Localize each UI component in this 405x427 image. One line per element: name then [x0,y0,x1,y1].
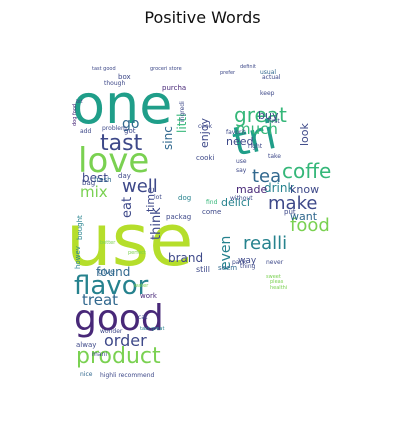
cloud-word-tast-great: tast great [140,326,164,332]
plot-title: Positive Words [144,8,261,27]
cloud-word-tast: tast [100,131,143,156]
cloud-word-dog-food: dog food [72,104,78,126]
cloud-word-realli: realli [243,233,287,254]
cloud-word-think: think [149,207,164,240]
cloud-word-definit: definit [240,64,256,70]
cloud-word-though: though [104,80,125,87]
cloud-word-thing: thing [240,263,256,270]
cloud-word-use: use [66,198,193,282]
cloud-word-great: great [234,103,287,127]
cloud-word-enjoy: enjoy [198,117,211,148]
cloud-word-cat: cat [138,314,148,321]
cloud-word-buy: buy [258,109,279,122]
cloud-word-make: make [268,193,317,214]
cloud-word-put: put [284,208,296,216]
cloud-word-go: go [122,116,139,132]
cloud-word-one: one [72,73,173,136]
cloud-word-prefer: prefer [220,70,236,76]
cloud-word-perfect: perfect [128,250,146,256]
cloud-word-pleas: pleas [270,279,284,285]
cloud-word-add: add [80,128,91,135]
cloud-word-dog: dog [178,194,191,202]
cloud-word-day: day [118,172,131,180]
cloud-word-healthi: healthi [270,285,287,291]
cloud-word-bought: bought [76,215,84,240]
cloud-word-pack: pack [232,259,247,266]
cloud-word-wonder: wonder [100,328,123,335]
cloud-word-sweet: sweet [266,274,281,280]
cloud-word-first: first [268,118,280,125]
cloud-word-drink: drink [264,181,294,195]
cloud-word-tea: tea [252,166,281,187]
cloud-word-look: look [298,122,311,146]
cloud-word-coffe: coffe [282,159,331,183]
cloud-word-got: got [124,127,136,135]
cloud-word-nice: nice [80,371,93,378]
cloud-word-cooki: cooki [196,154,214,162]
cloud-word-take: take [268,153,281,160]
cloud-word-purcha: purcha [162,84,186,92]
cloud-word-tri: tri [229,112,281,166]
cloud-word-want: want [290,210,318,223]
cloud-word-treat: treat [82,291,118,309]
cloud-word-tast-good: tast good [92,66,116,72]
cloud-word-found: found [96,265,130,279]
cloud-word-seem: seem [218,264,237,272]
cloud-word-littl: littl [175,114,189,133]
cloud-word-highli-recommend: highli recommend [100,372,155,379]
cloud-word-need: need [226,135,254,148]
cloud-word-brand: brand [168,251,203,265]
cloud-word-better: better [100,240,116,246]
cloud-word-bit: bit [76,99,83,105]
cloud-word-water: water [134,283,149,289]
cloud-word-order: order [104,331,147,350]
cloud-word-mix: mix [80,183,108,201]
cloud-word-food: food [290,215,330,236]
cloud-word-right: right [248,143,263,150]
cloud-word-say: say [236,167,247,174]
cloud-word-still: still [196,265,210,274]
cloud-word-lot: lot [154,194,162,201]
cloud-word-eat: eat [120,197,135,218]
cloud-word-find: find [206,199,218,206]
cloud-word-usual: usual [260,69,276,76]
cloud-word-bag: bag [82,179,95,187]
cloud-word-made: made [236,183,267,196]
cloud-word-favorit: favorit [226,129,246,136]
cloud-word-know: know [290,183,319,196]
cloud-word-fresh: fresh [94,176,112,184]
cloud-word-groceri-store: groceri store [150,66,182,72]
cloud-word-way: way [238,256,257,266]
cloud-word-problem: problem [102,125,127,132]
cloud-word-howev: howev [74,246,82,269]
cloud-word-work: work [140,292,158,300]
cloud-word-come: come [202,208,221,216]
cloud-word-well: well [122,176,158,197]
cloud-word-best: best [82,171,108,185]
cloud-word-packag: packag [166,213,191,221]
cloud-word-good: good [74,298,164,339]
cloud-word-ingredi: ingredi [179,101,186,122]
cloud-word-even: even [218,236,234,270]
cloud-word-sinc: sinc [161,126,175,150]
cloud-word-keep: keep [260,90,275,97]
cloud-word-box: box [118,73,131,81]
cloud-word-actual: actual [262,74,281,81]
cloud-word-time: time [144,187,157,212]
cloud-word-delici: delici [221,196,250,209]
cloud-word-give: give [98,267,115,276]
cloud-word-product: product [76,344,161,369]
cloud-word-much: much [236,120,278,138]
cloud-word-flavor: flavor [74,271,149,301]
cloud-word-cook: cook [198,123,213,130]
cloud-word-without: without [230,195,253,202]
cloud-word-alway: alway [76,341,96,349]
cloud-word-use-small: use [236,158,247,165]
cloud-word-love: love [78,141,149,181]
cloud-word-mani: mani [92,351,107,358]
cloud-word-never: never [266,259,284,266]
